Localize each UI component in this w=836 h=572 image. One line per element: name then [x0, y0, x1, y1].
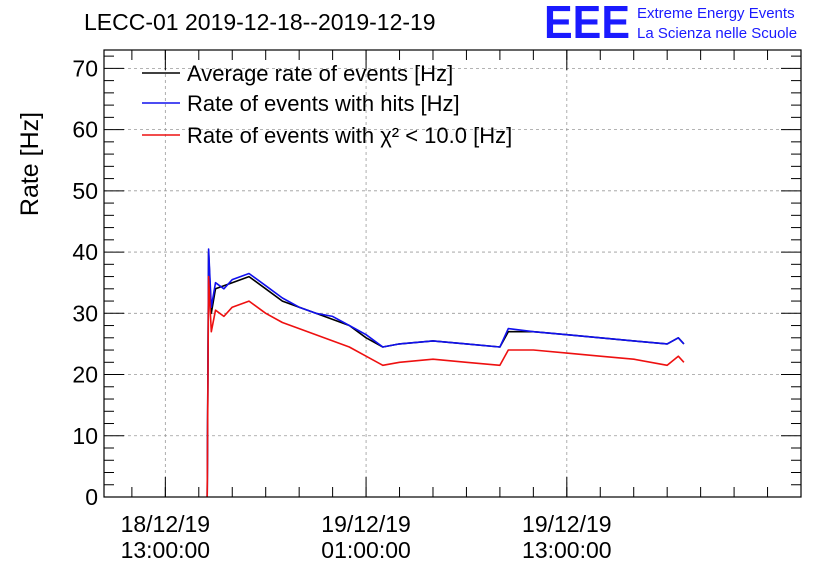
series-line-2 [206, 248, 685, 498]
legend: Average rate of events [Hz] Rate of event… [142, 61, 512, 148]
x-tick-time: 01:00:00 [321, 537, 411, 563]
eee-logo: EEE Extreme Energy Events La Scienza nel… [544, 0, 797, 48]
y-tick-label: 70 [72, 55, 98, 81]
x-tick-labels: 18/12/1913:00:0019/12/1901:00:0019/12/19… [121, 511, 612, 563]
y-tick-labels: 0 10 20 30 40 50 60 70 [72, 55, 98, 510]
series-line-3 [206, 275, 685, 498]
x-tick-date: 19/12/19 [321, 511, 411, 537]
plot-frame [103, 49, 802, 498]
eee-logo-mark: EEE [544, 0, 630, 48]
legend-label-2: Rate of events with hits [Hz] [187, 91, 460, 116]
org-name-line1: Extreme Energy Events [637, 5, 795, 22]
series-lines [206, 248, 685, 498]
y-tick-label: 20 [72, 362, 98, 388]
x-tick-date: 19/12/19 [522, 511, 612, 537]
y-tick-label: 30 [72, 300, 98, 326]
grid-lines [104, 50, 801, 497]
y-axis-label: Rate [Hz] [16, 112, 44, 216]
axis-ticks [104, 50, 802, 498]
y-tick-label: 40 [72, 239, 98, 265]
legend-label-1: Average rate of events [Hz] [187, 61, 453, 86]
legend-label-3: Rate of events with χ² < 10.0 [Hz] [187, 123, 512, 148]
y-tick-label: 10 [72, 423, 98, 449]
org-name-line2: La Scienza nelle Scuole [637, 25, 797, 42]
x-tick-time: 13:00:00 [522, 537, 612, 563]
x-tick-date: 18/12/19 [121, 511, 211, 537]
x-tick-time: 13:00:00 [121, 537, 211, 563]
y-tick-label: 0 [85, 484, 98, 510]
y-tick-label: 50 [72, 178, 98, 204]
y-tick-label: 60 [72, 117, 98, 143]
chart-title: LECC-01 2019-12-18--2019-12-19 [84, 9, 436, 35]
